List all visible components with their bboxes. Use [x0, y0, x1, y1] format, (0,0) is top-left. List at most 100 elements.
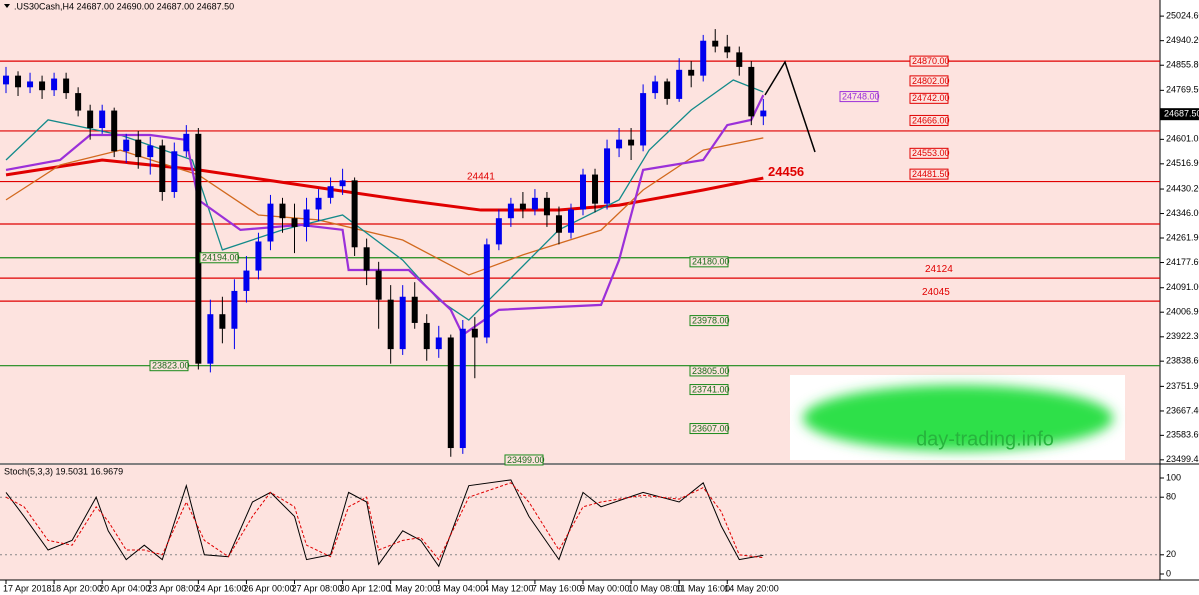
- candle-body: [724, 46, 731, 53]
- price-label: 24194.00: [202, 253, 240, 263]
- candle-body: [219, 314, 226, 329]
- x-tick-label: 30 Apr 12:00: [340, 583, 391, 593]
- x-tick-label: 4 May 12:00: [484, 583, 534, 593]
- watermark-blob: [803, 385, 1113, 451]
- y-tick-label: 23583.60: [1166, 430, 1199, 440]
- candle-body: [87, 110, 94, 129]
- y-tick-label: 24261.90: [1166, 232, 1199, 242]
- candle-body: [664, 81, 671, 99]
- price-label-box: [689, 315, 729, 327]
- chart-title: .US30Cash,H4 24687.00 24690.00 24687.00 …: [14, 1, 234, 11]
- candle-body: [399, 296, 406, 350]
- x-tick-label: 27 Apr 08:00: [292, 583, 343, 593]
- candle-body: [580, 174, 587, 210]
- candle-body: [435, 337, 442, 350]
- y-tick-label: 23499.45: [1166, 454, 1199, 464]
- candle-body: [459, 328, 466, 449]
- x-tick-label: 10 May 08:00: [628, 583, 683, 593]
- stoch-title: Stoch(5,3,3) 19.5031 16.9679: [4, 466, 123, 476]
- candle-body: [592, 174, 599, 204]
- price-label-box: [689, 423, 729, 435]
- x-tick-label: 17 Apr 2018: [3, 583, 52, 593]
- candle-body: [567, 209, 574, 233]
- indicator-line: [5, 137, 764, 276]
- candle-body: [640, 93, 647, 146]
- price-label: 24481.50: [912, 169, 950, 179]
- candle-body: [447, 337, 454, 449]
- price-label-box: [689, 384, 729, 396]
- candle-body: [231, 290, 238, 329]
- annotation: 24045: [922, 287, 950, 298]
- candle-body: [748, 66, 755, 117]
- y-tick-label: 24940.20: [1166, 35, 1199, 45]
- price-label: 24870.00: [912, 56, 950, 66]
- x-tick-label: 1 May 20:00: [388, 583, 438, 593]
- title-arrow: [4, 4, 10, 8]
- price-label-box: [909, 147, 949, 159]
- candle-body: [555, 215, 562, 233]
- candle-body: [760, 110, 767, 117]
- price-label-box: [909, 114, 949, 126]
- price-label-box: [504, 454, 544, 466]
- price-label-box: [199, 252, 239, 264]
- last-price-box: [1160, 108, 1199, 121]
- projection: [764, 60, 816, 153]
- y-tick-label: 80: [1166, 492, 1176, 502]
- y-tick-label: 25024.60: [1166, 10, 1199, 20]
- price-label-box: [909, 168, 949, 180]
- candle-body: [183, 133, 190, 152]
- y-tick-label: 20: [1166, 549, 1176, 559]
- indicator-line: [5, 94, 765, 337]
- candle-body: [51, 78, 58, 91]
- candle-body: [411, 296, 418, 323]
- price-label: 23741.00: [692, 384, 730, 394]
- candle-body: [291, 218, 298, 227]
- candle-body: [75, 93, 82, 111]
- annotation: 24441: [467, 172, 495, 183]
- price-label: 24748.00: [842, 91, 880, 101]
- annotation: 24124: [925, 264, 953, 275]
- price-label: 24553.00: [912, 148, 950, 158]
- stoch-line: [5, 482, 764, 561]
- candle-body: [363, 247, 370, 271]
- candle-body: [736, 52, 743, 67]
- y-tick-label: 100: [1166, 472, 1181, 482]
- candle-body: [195, 133, 202, 364]
- candle-body: [255, 241, 262, 271]
- y-tick-label: 24430.20: [1166, 183, 1199, 193]
- y-tick-label: 23667.40: [1166, 405, 1199, 415]
- candle-body: [507, 203, 514, 219]
- candle-body: [519, 203, 526, 210]
- x-tick-label: 7 May 16:00: [532, 583, 582, 593]
- price-label-box: [909, 55, 949, 67]
- candle-body: [628, 139, 635, 146]
- candle-body: [243, 270, 250, 291]
- candle-body: [327, 186, 334, 198]
- candle-body: [339, 180, 346, 187]
- y-tick-label: 24601.05: [1166, 134, 1199, 144]
- last-price-label: 24687.50: [1164, 109, 1199, 119]
- price-label: 23978.00: [692, 315, 730, 325]
- candle-body: [423, 322, 430, 350]
- y-tick-label: 23838.60: [1166, 356, 1199, 366]
- candle-body: [700, 40, 707, 76]
- stoch-pane: [0, 465, 1160, 580]
- x-tick-label: 23 Apr 08:00: [147, 583, 198, 593]
- candle-body: [123, 139, 130, 152]
- y-tick-label: 24516.90: [1166, 158, 1199, 168]
- price-label-box: [909, 92, 949, 104]
- price-label: 23607.00: [692, 423, 730, 433]
- candle-body: [483, 244, 490, 338]
- price-label-box: [909, 75, 949, 87]
- price-label-box: [839, 91, 879, 103]
- price-label-box: [689, 365, 729, 377]
- x-tick-label: 18 Apr 20:00: [51, 583, 102, 593]
- y-tick-label: 24769.50: [1166, 85, 1199, 95]
- candle-body: [712, 40, 719, 47]
- candle-body: [63, 78, 70, 94]
- price-label: 23823.00: [152, 361, 190, 371]
- watermark: day-trading.info: [916, 428, 1054, 450]
- x-tick-label: 24 Apr 16:00: [195, 583, 246, 593]
- candle-body: [159, 145, 166, 193]
